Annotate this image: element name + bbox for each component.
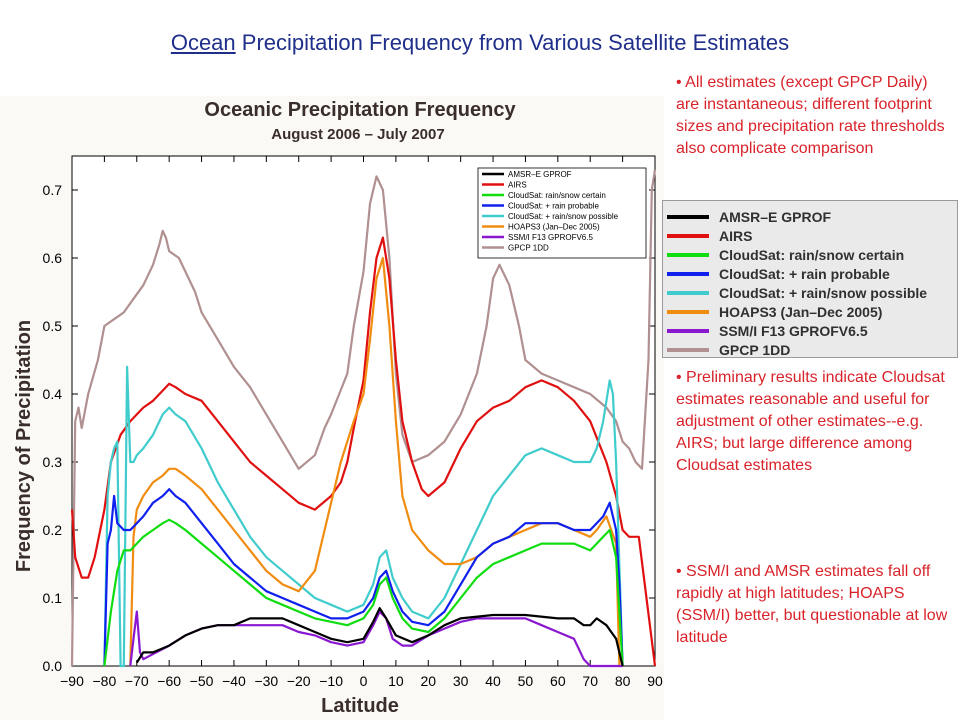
y-tick-label: 0.7: [43, 182, 63, 198]
legend-label: CloudSat: + rain probable: [508, 202, 600, 211]
bullet-text-2: • Preliminary results indicate Cloudsat …: [676, 369, 945, 474]
bullet-2: • Preliminary results indicate Cloudsat …: [676, 367, 952, 477]
x-tick-label: −90: [60, 673, 84, 689]
y-tick-label: 0.0: [43, 658, 63, 674]
y-tick-label: 0.2: [43, 522, 63, 538]
legend-label: AMSR–E GPROF: [508, 170, 572, 179]
legend-big-row: CloudSat: + rain/snow possible: [667, 283, 927, 302]
y-tick-label: 0.3: [43, 454, 63, 470]
bullet-1: • All estimates (except GPCP Daily) are …: [676, 72, 952, 160]
legend-big-label: GPCP 1DD: [719, 341, 791, 358]
x-tick-label: 0: [360, 673, 368, 689]
legend-big-swatch: [667, 347, 709, 352]
x-tick-label: 10: [388, 673, 404, 689]
series-line-2: [103, 518, 624, 667]
legend-label: CloudSat: + rain/snow possible: [508, 212, 619, 221]
slide-title: Ocean Precipitation Frequency from Vario…: [0, 30, 960, 56]
legend-big-label: CloudSat: + rain/snow possible: [719, 284, 928, 301]
series-line-0: [135, 607, 624, 667]
legend-big-row: CloudSat: + rain probable: [667, 264, 890, 283]
x-axis-label: Latitude: [321, 695, 399, 717]
title-rest: Precipitation Frequency from Various Sat…: [235, 30, 790, 55]
series-line-1: [70, 236, 657, 667]
legend-label: SSM/I F13 GPROFV6.5: [508, 233, 593, 242]
legend-label: HOAPS3 (Jan–Dec 2005): [508, 223, 600, 232]
legend-big-label: CloudSat: rain/snow certain: [719, 246, 905, 263]
legend-enlarged: AMSR–E GPROF AIRS CloudSat: rain/snow cert…: [662, 200, 958, 358]
legend-big-label: SSM/I F13 GPROFV6.5: [719, 322, 868, 339]
x-tick-label: 60: [550, 673, 566, 689]
legend-big-swatch: [667, 328, 709, 333]
y-tick-label: 0.1: [43, 590, 63, 606]
chart-title: Oceanic Precipitation Frequency: [204, 99, 516, 121]
legend-big-row: GPCP 1DD: [667, 340, 790, 359]
series-line-5: [129, 256, 621, 667]
x-tick-label: 50: [518, 673, 534, 689]
chart-svg: Oceanic Precipitation Frequency August 2…: [13, 99, 663, 717]
chart-subtitle: August 2006 – July 2007: [271, 126, 444, 143]
legend-big-label: CloudSat: + rain probable: [719, 265, 890, 282]
x-tick-label: −30: [254, 673, 278, 689]
legend-big-swatch: [667, 214, 709, 219]
x-tick-label: −10: [319, 673, 343, 689]
x-tick-label: −80: [93, 673, 117, 689]
x-tick-label: −60: [157, 673, 181, 689]
legend-big-swatch: [667, 252, 709, 257]
x-tick-label: 80: [615, 673, 631, 689]
y-tick-label: 0.4: [43, 386, 63, 402]
legend-big-label: HOAPS3 (Jan–Dec 2005): [719, 303, 883, 320]
x-tick-label: 30: [453, 673, 469, 689]
x-tick-label: 90: [647, 673, 663, 689]
legend-label: GPCP 1DD: [508, 244, 549, 253]
y-tick-label: 0.5: [43, 318, 63, 334]
series-line-4: [103, 365, 624, 668]
legend-label: AIRS: [508, 181, 527, 190]
x-tick-label: −50: [190, 673, 214, 689]
legend-big-swatch: [667, 309, 709, 314]
chart-figure: Oceanic Precipitation Frequency August 2…: [0, 96, 664, 720]
legend-box: [477, 167, 647, 259]
legend-big-row: SSM/I F13 GPROFV6.5: [667, 321, 868, 340]
bullet-3: • SSM/I and AMSR estimates fall off rapi…: [676, 561, 952, 649]
legend-big-label: AMSR–E GPROF: [719, 208, 832, 225]
legend-big-row: AIRS: [667, 226, 752, 245]
x-tick-label: 20: [420, 673, 436, 689]
legend-big-row: AMSR–E GPROF: [667, 207, 831, 226]
legend-big-swatch: [667, 233, 709, 238]
bullet-text-1: • All estimates (except GPCP Daily) are …: [676, 74, 945, 157]
series-line-3: [103, 488, 624, 667]
series-line-7: [70, 169, 657, 667]
legend-big-row: CloudSat: rain/snow certain: [667, 245, 904, 264]
bullet-text-3: • SSM/I and AMSR estimates fall off rapi…: [676, 563, 948, 646]
title-link[interactable]: Ocean: [170, 30, 236, 55]
legend-big-swatch: [667, 290, 709, 295]
legend-label: CloudSat: rain/snow certain: [508, 191, 606, 200]
y-axis-label: Frequency of Precipitation: [13, 320, 35, 572]
legend-big-row: HOAPS3 (Jan–Dec 2005): [667, 302, 882, 321]
x-tick-label: 70: [582, 673, 598, 689]
x-tick-label: 40: [485, 673, 501, 689]
x-tick-label: −70: [125, 673, 149, 689]
legend-big-label: AIRS: [719, 227, 753, 244]
x-tick-label: −20: [287, 673, 311, 689]
legend-big-swatch: [667, 271, 709, 276]
y-tick-label: 0.6: [43, 250, 63, 266]
x-tick-label: −40: [222, 673, 246, 689]
